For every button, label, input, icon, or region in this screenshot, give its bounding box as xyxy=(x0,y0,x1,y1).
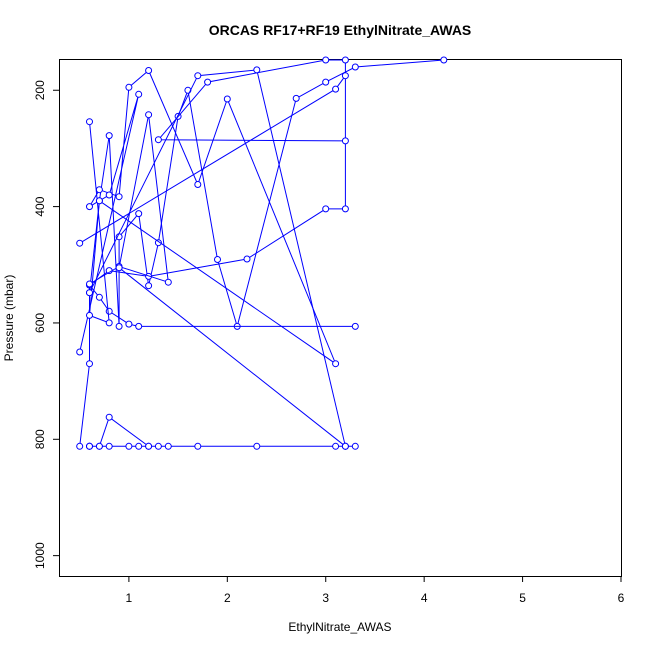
data-point-4-1 xyxy=(145,111,153,119)
data-point-3-13 xyxy=(105,319,113,327)
data-point-1-2 xyxy=(105,442,113,450)
series-layer xyxy=(76,56,448,450)
data-point-4-6 xyxy=(194,72,202,80)
data-point-4-7 xyxy=(253,66,261,74)
data-point-0-17 xyxy=(440,56,448,64)
data-point-3-3 xyxy=(86,203,93,211)
data-point-2-17 xyxy=(135,322,143,330)
data-point-1-9 xyxy=(253,442,261,450)
data-point-3-10 xyxy=(332,360,340,368)
data-point-3-1 xyxy=(135,90,143,98)
x-tick-label-1: 2 xyxy=(224,591,231,605)
data-point-4-9 xyxy=(115,264,123,272)
data-point-1-15 xyxy=(105,413,113,421)
data-point-2-14 xyxy=(95,293,103,301)
data-point-1-3 xyxy=(125,442,133,450)
data-point-2-2 xyxy=(341,72,349,80)
x-tick-label-2: 3 xyxy=(322,591,329,605)
data-point-0-15 xyxy=(322,78,330,86)
data-point-1-6 xyxy=(154,442,162,450)
x-axis: 1 2 3 4 5 6 xyxy=(126,576,625,605)
data-point-2-9 xyxy=(322,205,330,213)
data-point-1-18 xyxy=(86,442,93,450)
data-point-2-8 xyxy=(341,205,349,213)
data-point-3-5 xyxy=(115,193,123,201)
data-point-1-16 xyxy=(95,442,103,450)
data-point-2-6 xyxy=(322,56,330,64)
data-point-3-11 xyxy=(95,197,103,205)
y-tick-label-2: 600 xyxy=(33,313,47,333)
data-point-2-3 xyxy=(341,137,349,145)
y-tick-label-0: 200 xyxy=(33,80,47,100)
series-line-1 xyxy=(89,416,356,447)
data-point-2-15 xyxy=(105,307,113,315)
data-point-0-1 xyxy=(86,360,93,368)
x-tick-label-0: 1 xyxy=(126,591,133,605)
series-line-4 xyxy=(89,69,347,448)
y-tick-label-4: 1000 xyxy=(33,542,47,569)
data-point-1-7 xyxy=(164,442,172,450)
y-axis-label: Pressure (mbar) xyxy=(2,275,16,362)
data-point-1-13 xyxy=(351,442,359,450)
series-line-3 xyxy=(79,69,337,366)
data-point-0-14 xyxy=(292,94,300,102)
data-point-2-1 xyxy=(332,85,340,93)
data-point-2-18 xyxy=(351,322,359,330)
data-point-0-0 xyxy=(76,442,84,450)
x-tick-label-4: 5 xyxy=(519,591,526,605)
data-point-3-7 xyxy=(145,67,153,74)
data-point-0-5 xyxy=(115,322,123,330)
data-point-3-2 xyxy=(105,191,113,199)
chart-title: ORCAS RF17+RF19 EthylNitrate_AWAS xyxy=(209,22,472,38)
data-point-4-2 xyxy=(164,278,172,286)
series-line-0 xyxy=(79,59,444,447)
data-point-0-8 xyxy=(145,282,153,290)
data-point-0-7 xyxy=(135,210,143,218)
data-point-0-12 xyxy=(214,256,221,263)
data-point-1-10 xyxy=(332,442,340,450)
data-point-2-7 xyxy=(341,56,349,64)
data-point-2-4 xyxy=(154,136,162,144)
data-point-0-9 xyxy=(154,239,162,247)
data-point-3-6 xyxy=(125,83,133,91)
x-tick-label-5: 6 xyxy=(618,591,625,605)
data-point-2-10 xyxy=(243,255,251,263)
data-point-1-8 xyxy=(194,442,202,450)
data-point-0-16 xyxy=(351,63,359,71)
y-tick-label-1: 400 xyxy=(33,196,47,216)
data-point-1-14 xyxy=(145,442,153,450)
data-point-3-0 xyxy=(76,348,84,356)
data-point-3-4 xyxy=(95,186,103,194)
data-point-3-12 xyxy=(86,311,93,319)
data-point-3-8 xyxy=(194,181,202,188)
data-point-1-4 xyxy=(135,442,143,450)
data-point-4-5 xyxy=(86,289,93,297)
data-point-3-9 xyxy=(223,95,231,103)
data-point-4-4 xyxy=(86,280,93,288)
data-point-2-16 xyxy=(125,320,133,328)
series-line-2 xyxy=(79,59,356,327)
data-point-3-14 xyxy=(86,118,93,126)
y-tick-label-3: 800 xyxy=(33,429,47,449)
data-point-0-4 xyxy=(105,132,113,140)
x-tick-label-3: 4 xyxy=(421,591,428,605)
data-point-2-0 xyxy=(76,239,84,247)
y-axis: 200 400 600 800 1000 xyxy=(33,80,60,569)
data-point-4-8 xyxy=(341,442,349,450)
x-axis-label: EthylNitrate_AWAS xyxy=(288,620,391,634)
data-point-2-5 xyxy=(204,78,212,86)
